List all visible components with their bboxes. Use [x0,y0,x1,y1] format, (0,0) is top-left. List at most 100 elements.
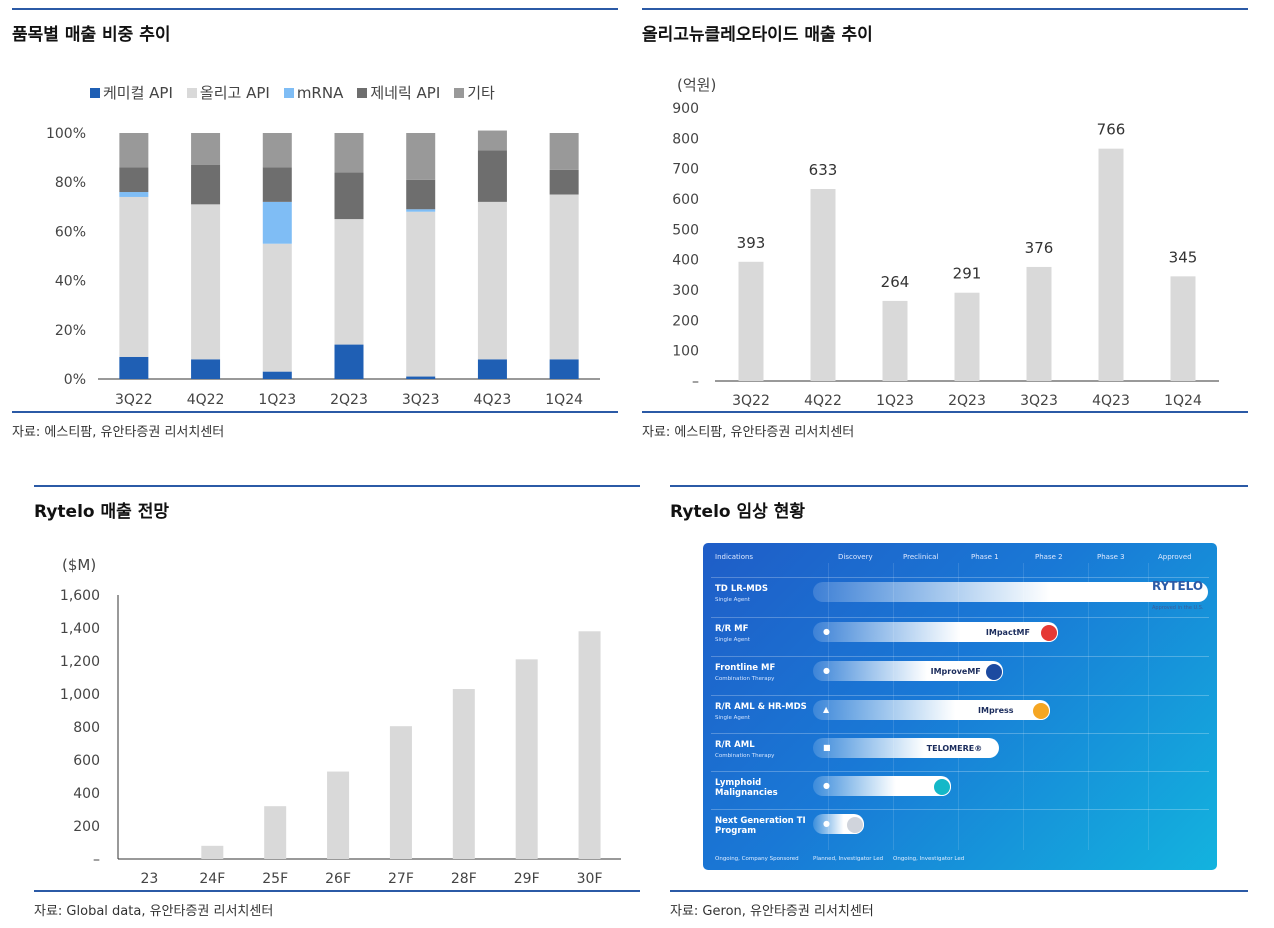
bar-segment [406,209,436,212]
source-note: 자료: Global data, 유안타증권 리서치센터 [34,904,274,919]
y-tick-label: 800 [73,720,100,736]
y-tick-label: 60% [55,224,86,240]
x-tick-label: 1Q23 [258,392,296,408]
y-tick-label: 700 [672,162,699,178]
indication-label: TD LR-MDS [715,584,768,594]
x-tick-label: 2Q23 [330,392,368,408]
bar-segment [334,133,364,173]
study-name: IMpress [978,706,1014,715]
data-label: 393 [737,234,766,252]
bar-segment [119,356,149,379]
y-tick-label: 400 [73,786,100,802]
indication-sublabel: Combination Therapy [715,676,775,682]
panel-top-rule [642,8,1248,10]
bar [389,726,412,859]
bar-segment [334,219,364,345]
progress-bar [813,776,952,796]
panel-title: 품목별 매출 비중 추이 [12,25,171,45]
x-tick-label: 30F [577,871,603,887]
bar [1098,148,1124,381]
x-tick-label: 29F [514,871,540,887]
status-marker: ● [823,781,830,790]
indication-label: Next Generation TI Program [715,816,806,836]
study-name: TELOMERE® [926,744,983,753]
panel-top-rule [670,485,1248,487]
chart-legend: 케미컬 API 올리고 API mRNA 제네릭 API 기타 [90,82,495,103]
row-divider [711,617,1209,618]
bar-segment [549,194,579,360]
bar-segment [477,359,507,379]
bar-segment [406,211,436,377]
stage-header: Indications [715,553,754,561]
progress-bar [813,700,1050,720]
data-label: 766 [1097,121,1126,139]
status-marker: ● [823,819,830,828]
y-tick-label: 200 [73,819,100,835]
legend-item: mRNA [283,82,343,103]
row-divider [711,771,1209,772]
legend-note: Ongoing, Company Sponsored [715,856,799,862]
x-tick-label: 1Q23 [876,393,914,408]
y-tick-label: 500 [672,222,699,238]
x-tick-label: 3Q23 [402,392,440,408]
y-tick-label: 1,200 [60,654,100,670]
stage-divider [1088,563,1089,850]
bar [201,845,224,859]
bar-segment [262,243,292,372]
x-tick-label: 3Q22 [732,393,770,408]
panel-bottom-rule [12,411,618,413]
bar-chart: (억원) – 100 200 300 400 500 600 700 800 900 393 3Q22 6… [672,76,1219,408]
bar-segment [477,150,507,202]
panel-bottom-rule [34,890,640,892]
bar-segment [262,201,292,244]
y-tick-label: 400 [672,253,699,269]
legend-item: 제네릭 API [357,82,440,103]
x-tick-label: 25F [262,871,288,887]
legend-label: 제네릭 API [370,84,441,102]
progress-bar [813,738,999,758]
legend-swatch [283,87,294,98]
row-divider [711,695,1209,696]
bar-segment [406,133,436,180]
y-axis-unit: ($M) [62,556,96,574]
progress-bar [813,661,1003,681]
legend-item: 케미컬 API [90,82,173,103]
bar-segment [262,133,292,168]
status-marker: ● [823,666,830,675]
panel-oligo-sales: 올리고뉴클레오타이드 매출 추이 (억원) – 100 200 300 400 500 600… [642,8,1248,448]
y-tick-label: 0% [64,372,86,388]
legend-item: 올리고 API [186,82,270,103]
legend-item: 기타 [454,82,495,103]
bar-segment [406,179,436,210]
bar [264,806,287,859]
bar-segment [119,196,149,357]
x-tick-label: 26F [325,871,351,887]
bar [578,631,601,859]
data-label: 376 [1025,239,1054,257]
bar [1170,276,1196,381]
source-note: 자료: 에스티팜, 유안타증권 리서치센터 [642,425,855,440]
bar [515,659,538,859]
bar-segment [119,167,149,193]
y-tick-label: 1,400 [60,621,100,637]
legend-swatch [90,87,100,98]
y-tick-label: 80% [55,175,86,191]
row-divider [711,577,1209,578]
indication-label: Lymphoid Malignancies [715,778,778,798]
x-tick-label: 1Q24 [545,392,583,408]
y-tick-label: 100% [46,126,86,142]
panel-rytelo-forecast: Rytelo 매출 전망 ($M) – 200 400 600 800 1,000 1,200… [34,485,640,925]
bar-segment [549,133,579,170]
study-dot [846,816,865,834]
bar [882,300,908,381]
panel-rytelo-trials: Rytelo 임상 현황 자료: Geron, 유안타증권 리서치센터 [670,485,1248,925]
indication-label: R/R MF [715,624,749,634]
bar-segment [191,204,221,360]
bar-segment [119,192,149,197]
bar-segment [477,130,507,151]
stacked-bar-chart: 0% 20% 40% 60% 80% 100% 3Q22 4Q22 1Q23 2Q23 3Q23 4Q… [46,126,600,408]
y-tick-label: 600 [73,753,100,769]
bar-chart: ($M) – 200 400 600 800 1,000 1,200 1,400 1,600 23 2… [60,556,621,887]
x-tick-label: 23 [141,871,159,887]
stage-header: Phase 2 [1035,553,1063,561]
